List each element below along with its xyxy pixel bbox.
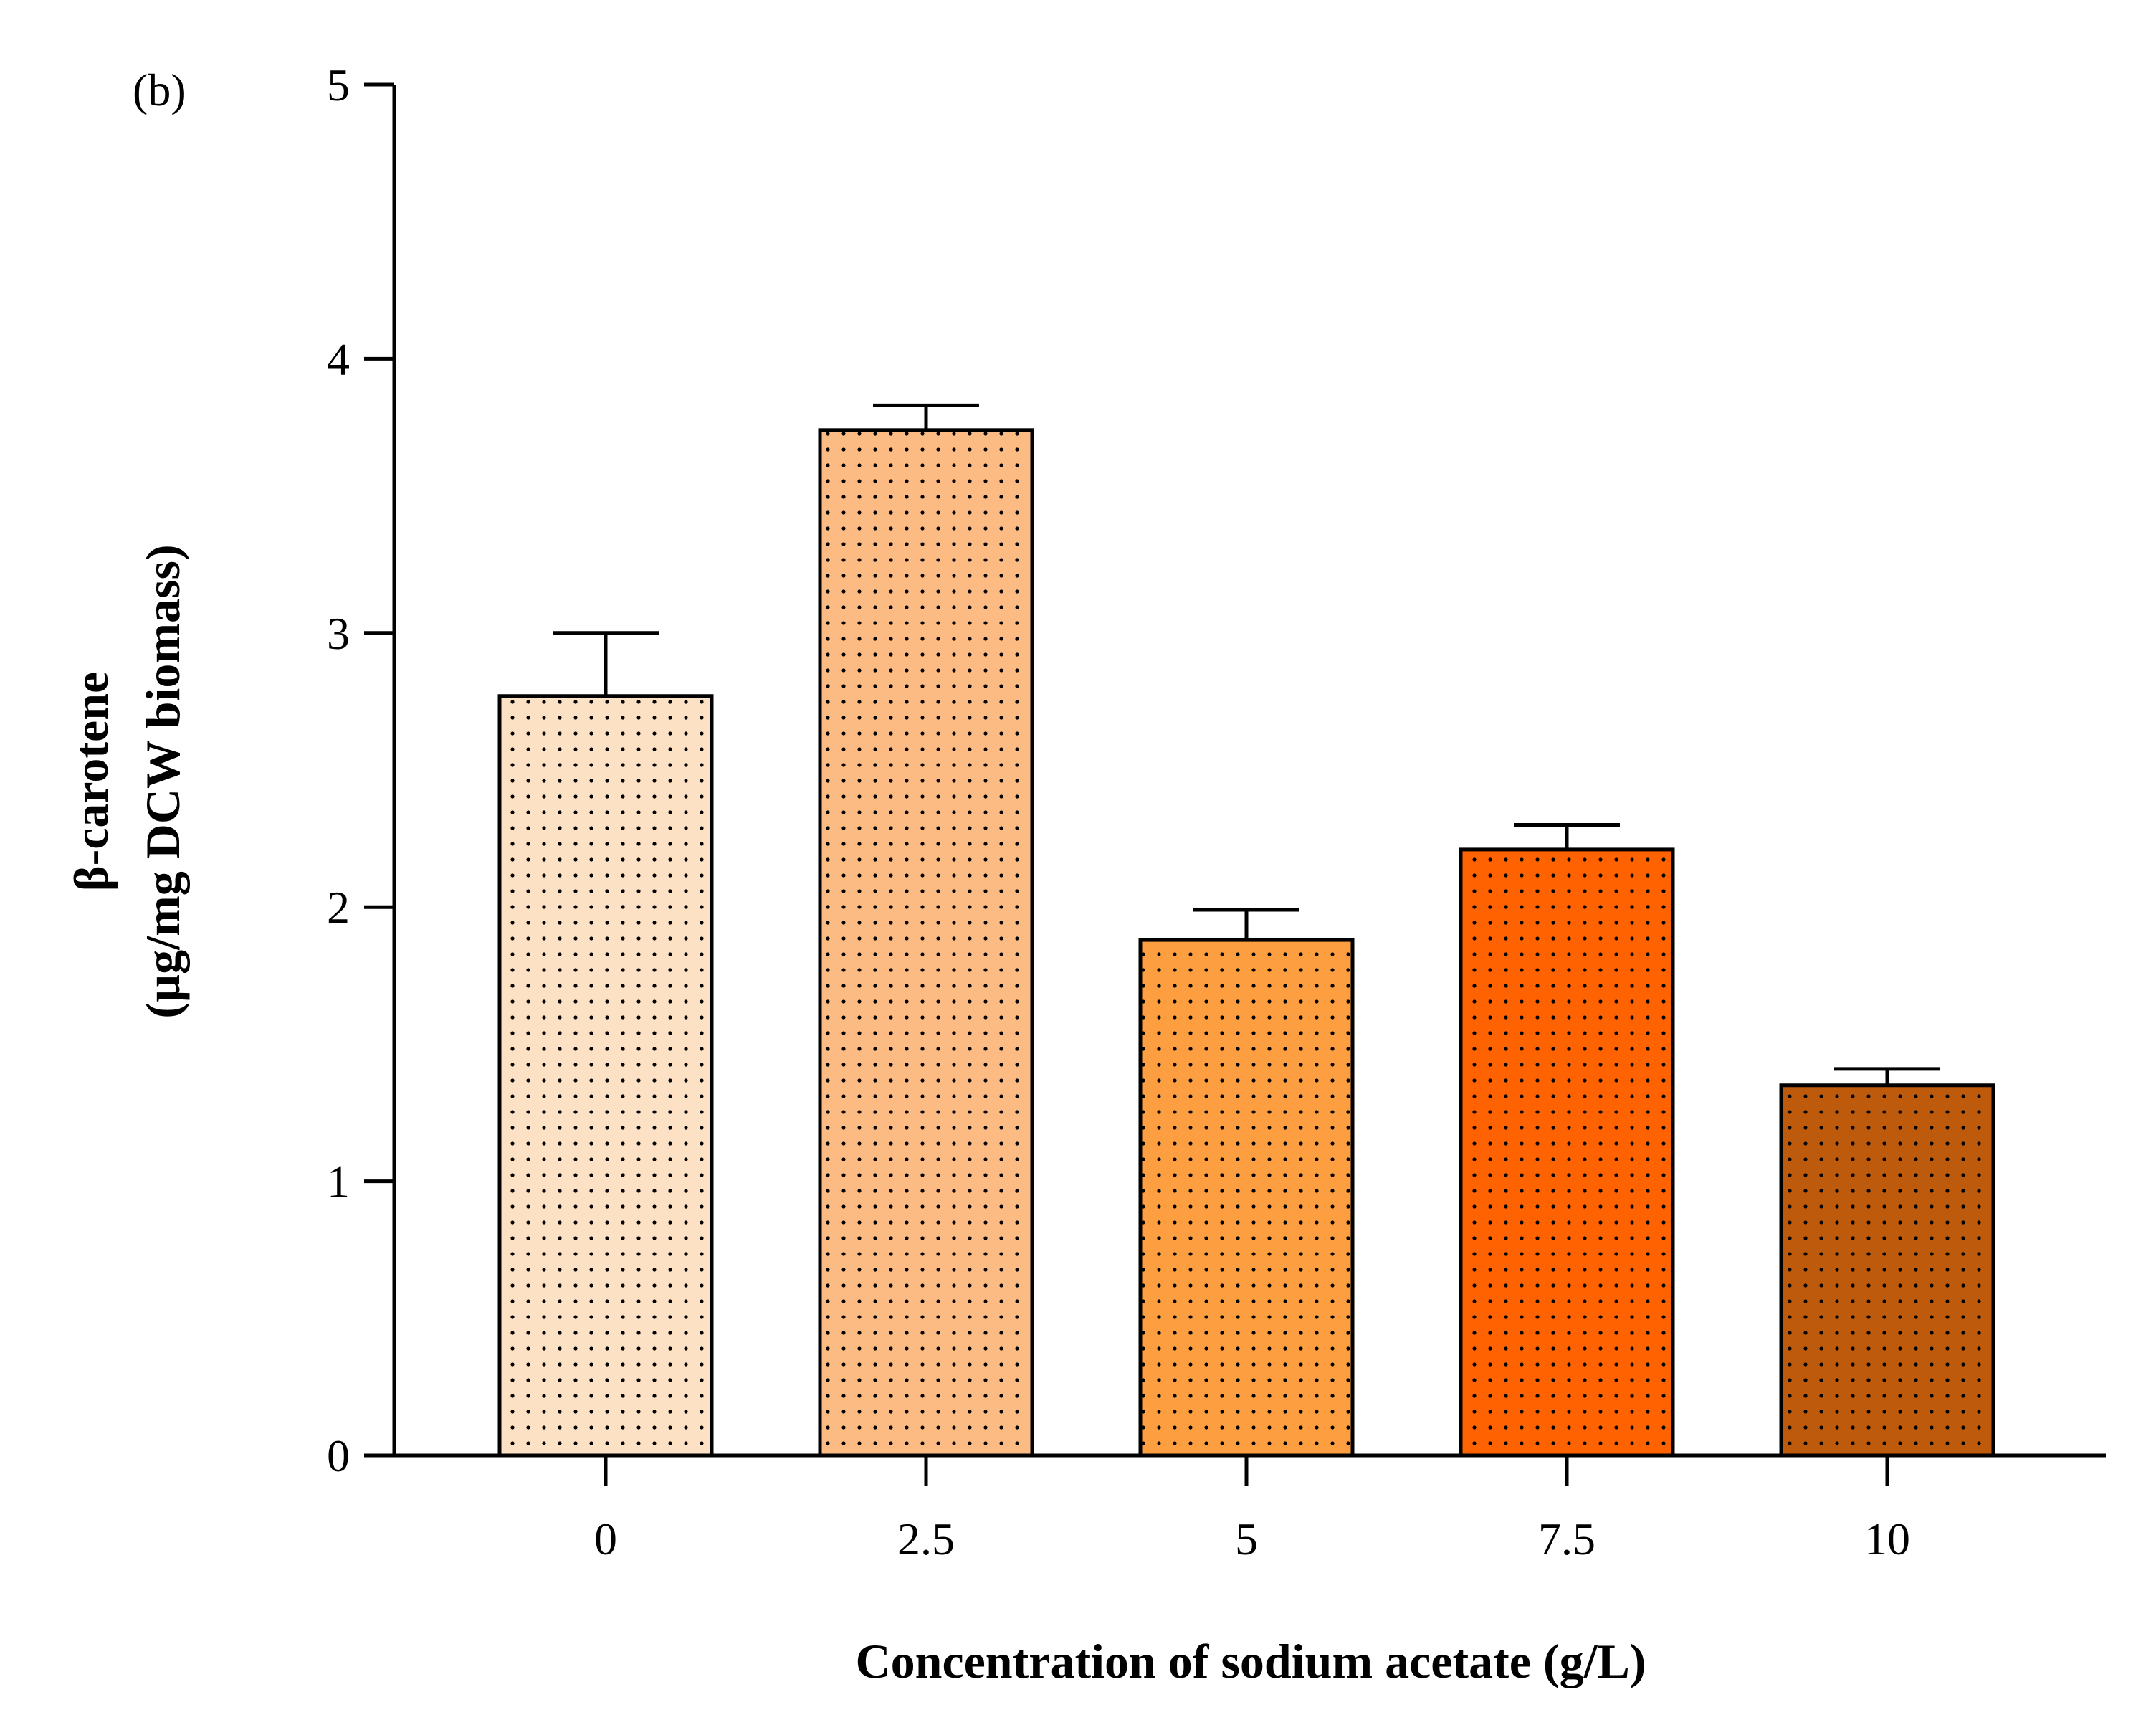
bar-pattern-10 [1779,1083,1995,1458]
x-ticks-group: 0 2.5 5 7.5 10 [594,1455,1910,1564]
x-tick-label-7.5: 7.5 [1538,1513,1595,1564]
x-tick-label-10: 10 [1864,1513,1910,1564]
x-tick-label-2.5: 2.5 [897,1513,955,1564]
bar-pattern-5 [1138,938,1355,1458]
error-bars-group [553,403,1940,1085]
y-tick-label-5: 5 [327,60,350,110]
y-tick-label-3: 3 [327,608,350,659]
y-axis-title-line1: β-carotene [64,672,118,891]
y-ticks-group: 0 1 2 3 4 5 [327,60,394,1481]
panel-label: (b) [133,65,186,115]
y-tick-label-0: 0 [327,1430,350,1481]
bar-pattern-0 [497,694,714,1458]
x-tick-label-5: 5 [1235,1513,1258,1564]
y-tick-label-2: 2 [327,882,350,933]
bar-pattern-2.5 [818,428,1034,1458]
x-axis-title: Concentration of sodium acetate (g/L) [856,1634,1646,1688]
y-tick-label-1: 1 [327,1156,350,1207]
y-tick-label-4: 4 [327,333,350,384]
bar-pattern-7.5 [1459,847,1675,1458]
x-tick-label-0: 0 [594,1513,617,1564]
y-axis-title-line2: (µg/mg DCW biomass) [135,544,190,1018]
bars-group [497,428,1995,1458]
